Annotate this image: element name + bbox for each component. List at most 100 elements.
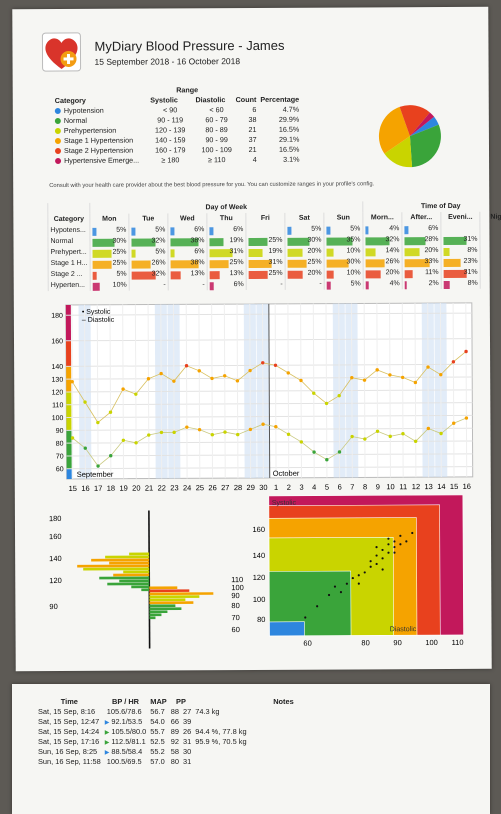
dow-value: - [132, 281, 166, 288]
zone-point [381, 549, 383, 551]
dow-value-cell: 25% [246, 235, 285, 246]
dow-value-cell: 8% [441, 245, 480, 256]
zone-y-tick: 80 [257, 615, 265, 624]
dow-value-bar [288, 271, 303, 279]
ts-point [401, 432, 404, 435]
dow-value-text: 6% [194, 248, 204, 255]
dow-value: 10% [326, 247, 360, 254]
dow-value: 31% [249, 259, 283, 266]
dow-value: 2% [405, 280, 439, 287]
hist-diastolic-bar [149, 598, 185, 601]
ts-point [84, 446, 87, 449]
range-col-header: Category [53, 95, 141, 105]
dow-value-bar [288, 260, 307, 268]
dow-col-header: Sat [285, 213, 324, 224]
dow-value: 5% [287, 226, 321, 233]
dow-value-cell: - [480, 278, 501, 289]
ts-x-tick-label: 27 [221, 483, 229, 492]
dow-value-cell: 30% [285, 235, 324, 246]
hist-systolic-bar [141, 589, 149, 592]
ts-point [389, 435, 392, 438]
range-systolic-cell: 160 - 179 [141, 144, 187, 154]
ts-point [198, 428, 201, 431]
dow-value: 4% [365, 225, 399, 232]
dow-value-bar [92, 228, 96, 236]
hist-systolic-bar [83, 568, 149, 571]
hist-diastolic-bar [149, 604, 175, 607]
range-category-name: Hypertensive Emerge... [64, 155, 139, 164]
ts-x-tick-label: 16 [81, 484, 89, 493]
range-category-name: Stage 1 Hypertension [64, 135, 133, 144]
ts-point [439, 432, 442, 435]
dow-value-bar [365, 226, 368, 234]
dow-value-cell: 5% [129, 224, 168, 235]
zone-point [393, 546, 395, 548]
ts-point [261, 422, 264, 425]
range-pct-cell: 4.7% [258, 104, 301, 114]
dow-value-cell: 31% [441, 267, 480, 278]
ts-y-tick-label: 130 [52, 377, 64, 384]
log-bp-cell: ▶112.5/81.1 [103, 736, 149, 746]
hist-systolic-bar [131, 586, 149, 589]
dow-category-cell: Hyperten... [48, 280, 90, 291]
hist-systolic-bar [77, 565, 149, 568]
ts-point [96, 464, 99, 467]
dow-value-cell: 38% [168, 257, 207, 268]
range-col-header: Percentage [258, 94, 301, 104]
time-of-day-header: Time of Day [363, 201, 501, 213]
dow-value-text: 20% [308, 270, 322, 277]
dow-value-text: 25% [269, 270, 283, 277]
dow-value: 26% [132, 259, 166, 266]
dow-value-text: 8% [467, 247, 477, 254]
zone-point [370, 560, 372, 562]
dow-value: 32% [365, 236, 399, 243]
dow-value: 6% [404, 225, 438, 232]
dow-value: 25% [248, 237, 282, 244]
range-category-cell: Stage 2 Hypertension [53, 145, 141, 155]
zone-point [381, 557, 383, 559]
dow-value-text: 30% [307, 237, 321, 244]
log-bp-value: 105.6/78.6 [107, 707, 142, 716]
range-pct-cell: 29.9% [258, 114, 301, 124]
log-map-cell: 54.0 [148, 716, 168, 726]
dow-value: 11% [405, 269, 439, 276]
ts-point [236, 433, 239, 436]
dow-value: 5% [131, 248, 165, 255]
dow-value-cell: - [480, 267, 501, 278]
zone-y-tick: 100 [253, 595, 266, 604]
dow-value: 20% [366, 269, 400, 276]
ts-point [147, 433, 150, 436]
log-bp-value: 100.5/69.5 [107, 757, 142, 766]
dow-value-cell: 32% [129, 235, 168, 246]
range-pct-cell: 3.1% [259, 154, 302, 164]
dow-value: - [171, 281, 205, 288]
dow-value-text: 11% [425, 269, 439, 276]
dow-value-cell: 5% [285, 224, 324, 235]
log-note-cell [193, 716, 296, 726]
log-map-cell: 55.2 [148, 746, 168, 756]
dow-value-cell: 25% [285, 257, 324, 268]
consult-note: Consult with your health care provider a… [49, 181, 479, 189]
ts-point [414, 440, 417, 443]
dow-value-bar [444, 281, 450, 289]
dow-value-text: 6% [233, 226, 243, 233]
log-flag-marker: ▶ [105, 750, 110, 756]
dow-value-cell: - [480, 245, 501, 256]
log-time-cell: Sun, 16 Sep, 11:58 [36, 756, 103, 766]
dow-value: - [249, 281, 283, 288]
dow-value-text: 10% [346, 247, 360, 254]
dow-value: 6% [210, 281, 244, 288]
dow-value-cell: 35% [324, 234, 363, 245]
log-note-cell [193, 746, 296, 756]
zone-y-tick: 120 [253, 573, 266, 582]
dow-value-cell: 25% [207, 257, 246, 268]
ts-y-tick-label: 70 [56, 453, 64, 460]
dow-value: 20% [288, 270, 322, 277]
dow-value-cell: 23% [441, 256, 480, 267]
dow-value-text: 13% [230, 270, 244, 277]
ts-point [337, 394, 340, 397]
dow-value-text: 25% [112, 249, 126, 256]
ts-point [71, 380, 74, 383]
